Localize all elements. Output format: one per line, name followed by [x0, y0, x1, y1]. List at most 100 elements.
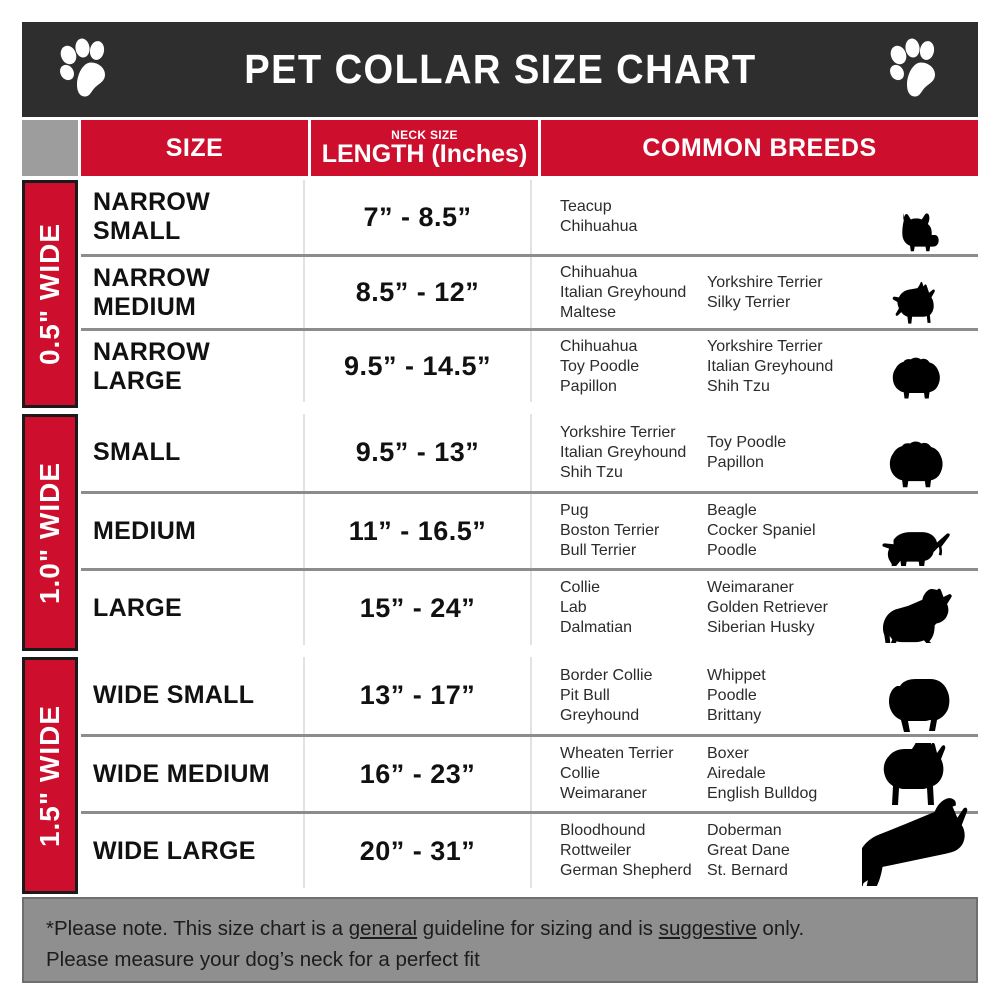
table-row[interactable]: WIDE MEDIUM 16” - 23” Wheaten Terrier Colli… — [81, 734, 978, 811]
chihuahua-silhouette — [862, 255, 972, 326]
breed-name: Yorkshire Terrier — [707, 273, 823, 291]
cell-neck-length: 7” - 8.5” — [305, 180, 532, 254]
breeds-column-2: Beagle Cocker Spaniel Poodle — [707, 501, 816, 561]
breed-name: Boxer — [707, 745, 749, 762]
breed-name: Rottweiler — [560, 842, 632, 859]
cell-common-breeds: Chihuahua Italian Greyhound Maltese Yorkshi… — [532, 257, 978, 328]
breed-name: Great Dane — [707, 842, 790, 859]
breed-name: Cocker Spaniel — [707, 522, 816, 539]
group-width-text: 1.0" WIDE — [34, 461, 65, 604]
table-row[interactable]: NARROW SMALL 7” - 8.5” Teacup Chihuahua — [81, 180, 978, 254]
breed-name: Pit Bull — [560, 686, 610, 704]
breed-name: St. Bernard — [707, 862, 788, 879]
breeds-column-1: Border Collie Pit Bull Greyhound — [560, 666, 707, 726]
breed-name: Wheaten Terrier — [560, 745, 674, 762]
footer-note: *Please note. This size chart is a gener… — [22, 897, 978, 983]
bulldog-silhouette — [862, 655, 972, 732]
column-header-size: SIZE — [81, 120, 308, 176]
cell-neck-length: 15” - 24” — [305, 571, 532, 645]
cell-common-breeds: Yorkshire Terrier Italian Greyhound Shih T… — [532, 414, 978, 491]
breed-name: Beagle — [707, 502, 757, 519]
breed-name: Italian Greyhound — [560, 283, 687, 301]
breeds-column-1: Bloodhound Rottweiler German Shepherd — [560, 821, 707, 881]
footer-text: guideline for sizing and is — [417, 917, 659, 940]
breed-name: Collie — [560, 579, 601, 596]
breed-name: Whippet — [707, 666, 766, 684]
cell-size: NARROW LARGE — [81, 331, 305, 402]
breed-name: Shih Tzu — [707, 377, 770, 395]
breed-name: Bull Terrier — [560, 542, 637, 559]
column-header-length-main: LENGTH (Inches) — [321, 139, 528, 168]
footer-emphasis-general: general — [348, 917, 418, 940]
page-title: PET COLLAR SIZE CHART — [243, 46, 757, 92]
pomeranian-silhouette — [862, 329, 972, 400]
breed-name: Siberian Husky — [707, 619, 815, 636]
cell-size: MEDIUM — [81, 494, 305, 568]
cell-common-breeds: Teacup Chihuahua — [532, 180, 978, 254]
chart-header: PET COLLAR SIZE CHART — [22, 22, 978, 117]
breeds-column-1: Yorkshire Terrier Italian Greyhound Shih T… — [560, 423, 707, 483]
column-header-breeds: COMMON BREEDS — [541, 120, 978, 176]
husky-silhouette — [862, 569, 972, 643]
pomeranian-silhouette — [862, 412, 972, 489]
table-row[interactable]: MEDIUM 11” - 16.5” Pug Boston Terrier Bull T… — [81, 491, 978, 568]
breeds-column-1: Collie Lab Dalmatian — [560, 578, 707, 638]
group-rows: NARROW SMALL 7” - 8.5” Teacup Chihuahua NARR… — [81, 180, 978, 408]
breed-name: Lab — [560, 599, 587, 616]
breed-name: Poodle — [707, 686, 757, 704]
group-width-label: 0.5" WIDE — [22, 180, 78, 408]
breed-name: Bloodhound — [560, 822, 646, 839]
breed-name: Yorkshire Terrier — [707, 337, 823, 355]
table-row[interactable]: SMALL 9.5” - 13” Yorkshire Terrier Italian … — [81, 414, 978, 491]
size-group: 1.5" WIDE WIDE SMALL 13” - 17” Border Colli… — [22, 657, 978, 894]
cell-common-breeds: Wheaten Terrier Collie Weimaraner Boxer Aire… — [532, 737, 978, 811]
cell-common-breeds: Pug Boston Terrier Bull Terrier Beagle Cocke… — [532, 494, 978, 568]
breed-name: German Shepherd — [560, 862, 692, 879]
breed-name: Weimaraner — [560, 785, 647, 802]
breed-name: Brittany — [707, 706, 762, 724]
breeds-column-2: Boxer Airedale English Bulldog — [707, 744, 817, 804]
group-width-label: 1.0" WIDE — [22, 414, 78, 651]
paw-print-icon — [57, 38, 113, 101]
breed-name: Papillon — [707, 453, 764, 471]
doberman-silhouette — [862, 798, 972, 886]
breeds-column-1: Wheaten Terrier Collie Weimaraner — [560, 744, 707, 804]
cell-common-breeds: Collie Lab Dalmatian Weimaraner Golden Retri… — [532, 571, 978, 645]
table-row[interactable]: NARROW LARGE 9.5” - 14.5” Chihuahua Toy Poo… — [81, 328, 978, 402]
breed-name: Toy Poodle — [707, 433, 787, 451]
cell-size: LARGE — [81, 571, 305, 645]
breeds-column-1: Chihuahua Toy Poodle Papillon — [560, 337, 707, 397]
size-table: SIZE NECK SIZE LENGTH (Inches) COMMON BR… — [22, 120, 978, 983]
breeds-column-2: Yorkshire Terrier Italian Greyhound Shih T… — [707, 337, 833, 397]
breed-name: Maltese — [560, 303, 617, 321]
cell-common-breeds: Border Collie Pit Bull Greyhound Whippet Poo… — [532, 657, 978, 734]
cell-size: WIDE MEDIUM — [81, 737, 305, 811]
table-row[interactable]: WIDE LARGE 20” - 31” Bloodhound Rottweiler G… — [81, 798, 978, 888]
size-group: 1.0" WIDE SMALL 9.5” - 13” Yorkshire Terrie… — [22, 414, 978, 651]
cell-size: NARROW MEDIUM — [81, 257, 305, 328]
table-row[interactable]: NARROW MEDIUM 8.5” - 12” Chihuahua Italian … — [81, 254, 978, 328]
cell-neck-length: 16” - 23” — [305, 737, 532, 811]
cell-size: NARROW SMALL — [81, 180, 305, 254]
breed-name: Golden Retriever — [707, 599, 828, 616]
breed-name: Weimaraner — [707, 579, 794, 596]
cell-common-breeds: Chihuahua Toy Poodle Papillon Yorkshire Ter… — [532, 331, 978, 402]
column-header-length: NECK SIZE LENGTH (Inches) — [311, 120, 538, 176]
breeds-column-2: Toy Poodle Papillon — [707, 433, 786, 473]
breed-name: Collie — [560, 765, 601, 782]
breed-name: Chihuahua — [560, 263, 638, 281]
cell-neck-length: 8.5” - 12” — [305, 257, 532, 328]
breed-name: Doberman — [707, 822, 782, 839]
group-width-label: 1.5" WIDE — [22, 657, 78, 894]
breed-name: Pug — [560, 502, 589, 519]
footer-line-1: *Please note. This size chart is a gener… — [46, 913, 976, 944]
table-row[interactable]: WIDE SMALL 13” - 17” Border Collie Pit Bull… — [81, 657, 978, 734]
group-rows: WIDE SMALL 13” - 17” Border Collie Pit Bull… — [81, 657, 978, 894]
cell-neck-length: 9.5” - 13” — [305, 414, 532, 491]
footer-text: *Please note. This size chart is a — [46, 917, 349, 940]
boxer-silhouette — [862, 735, 972, 809]
breed-name: Greyhound — [560, 706, 640, 724]
footer-line-2: Please measure your dog’s neck for a per… — [46, 948, 480, 971]
footer-text: only. — [756, 917, 805, 940]
table-row[interactable]: LARGE 15” - 24” Collie Lab Dalmatian Weimaran… — [81, 568, 978, 645]
